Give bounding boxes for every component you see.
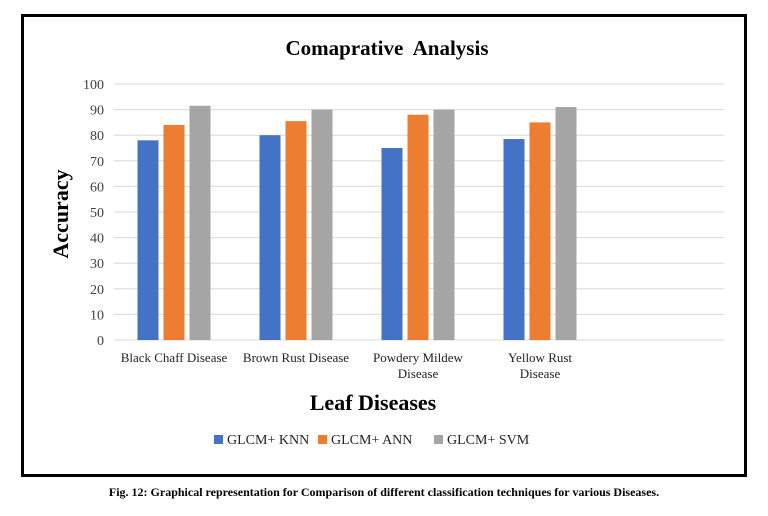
chart-frame: Comaprative Analysis 0 10 20 30 40 50 60 70 80 90… xyxy=(21,14,747,477)
x-axis-label: Leaf Diseases xyxy=(310,390,437,415)
y-tick-label: 50 xyxy=(90,206,104,221)
y-tick-label: 90 xyxy=(90,104,104,119)
chart-title: Comaprative Analysis xyxy=(285,36,488,60)
x-category-label: Yellow Rust xyxy=(508,350,572,365)
y-tick-label: 70 xyxy=(90,155,104,170)
legend-label: GLCM+ ANN xyxy=(331,433,412,448)
bar-glcm-svm-3 xyxy=(555,107,577,340)
bar-glcm-svm-0 xyxy=(189,105,211,340)
legend: GLCM+ KNN GLCM+ ANN GLCM+ SVM xyxy=(214,433,530,448)
bar-chart: Comaprative Analysis 0 10 20 30 40 50 60 70 80 90… xyxy=(48,36,724,448)
x-category-label: Black Chaff Disease xyxy=(121,350,228,365)
legend-label: GLCM+ SVM xyxy=(447,433,530,448)
x-category-label: Powdery Mildew xyxy=(373,350,464,365)
bar-glcm-knn-2 xyxy=(381,148,403,340)
bars xyxy=(137,105,577,341)
x-category-label: Disease xyxy=(398,366,439,381)
y-tick-label: 40 xyxy=(90,232,104,247)
x-category-label: Brown Rust Disease xyxy=(243,350,349,365)
bar-glcm-knn-3 xyxy=(503,139,525,340)
figure-caption: Fig. 12: Graphical representation for Co… xyxy=(108,485,660,499)
y-tick-label: 100 xyxy=(83,78,104,93)
y-tick-labels: 0 10 20 30 40 50 60 70 80 90 100 xyxy=(83,78,104,349)
bar-glcm-ann-0 xyxy=(163,124,185,341)
legend-swatch xyxy=(434,435,443,444)
y-tick-label: 10 xyxy=(90,308,104,323)
bar-glcm-ann-1 xyxy=(285,121,307,341)
bar-glcm-ann-3 xyxy=(529,122,551,341)
legend-swatch xyxy=(214,435,223,444)
y-tick-label: 0 xyxy=(97,334,104,349)
y-tick-label: 20 xyxy=(90,283,104,298)
legend-swatch xyxy=(318,435,327,444)
bar-glcm-knn-0 xyxy=(137,140,159,340)
x-category-label: Disease xyxy=(520,366,561,381)
legend-label: GLCM+ KNN xyxy=(227,433,309,448)
bar-glcm-ann-2 xyxy=(407,114,429,340)
y-tick-label: 80 xyxy=(90,129,104,144)
bar-glcm-svm-2 xyxy=(433,109,455,340)
bar-glcm-svm-1 xyxy=(311,109,333,340)
x-category-labels: Black Chaff Disease Brown Rust Disease Pow… xyxy=(121,350,573,381)
y-tick-label: 30 xyxy=(90,257,104,272)
y-axis-label: Accuracy xyxy=(48,169,73,258)
y-tick-label: 60 xyxy=(90,180,104,195)
bar-glcm-knn-1 xyxy=(259,135,281,340)
